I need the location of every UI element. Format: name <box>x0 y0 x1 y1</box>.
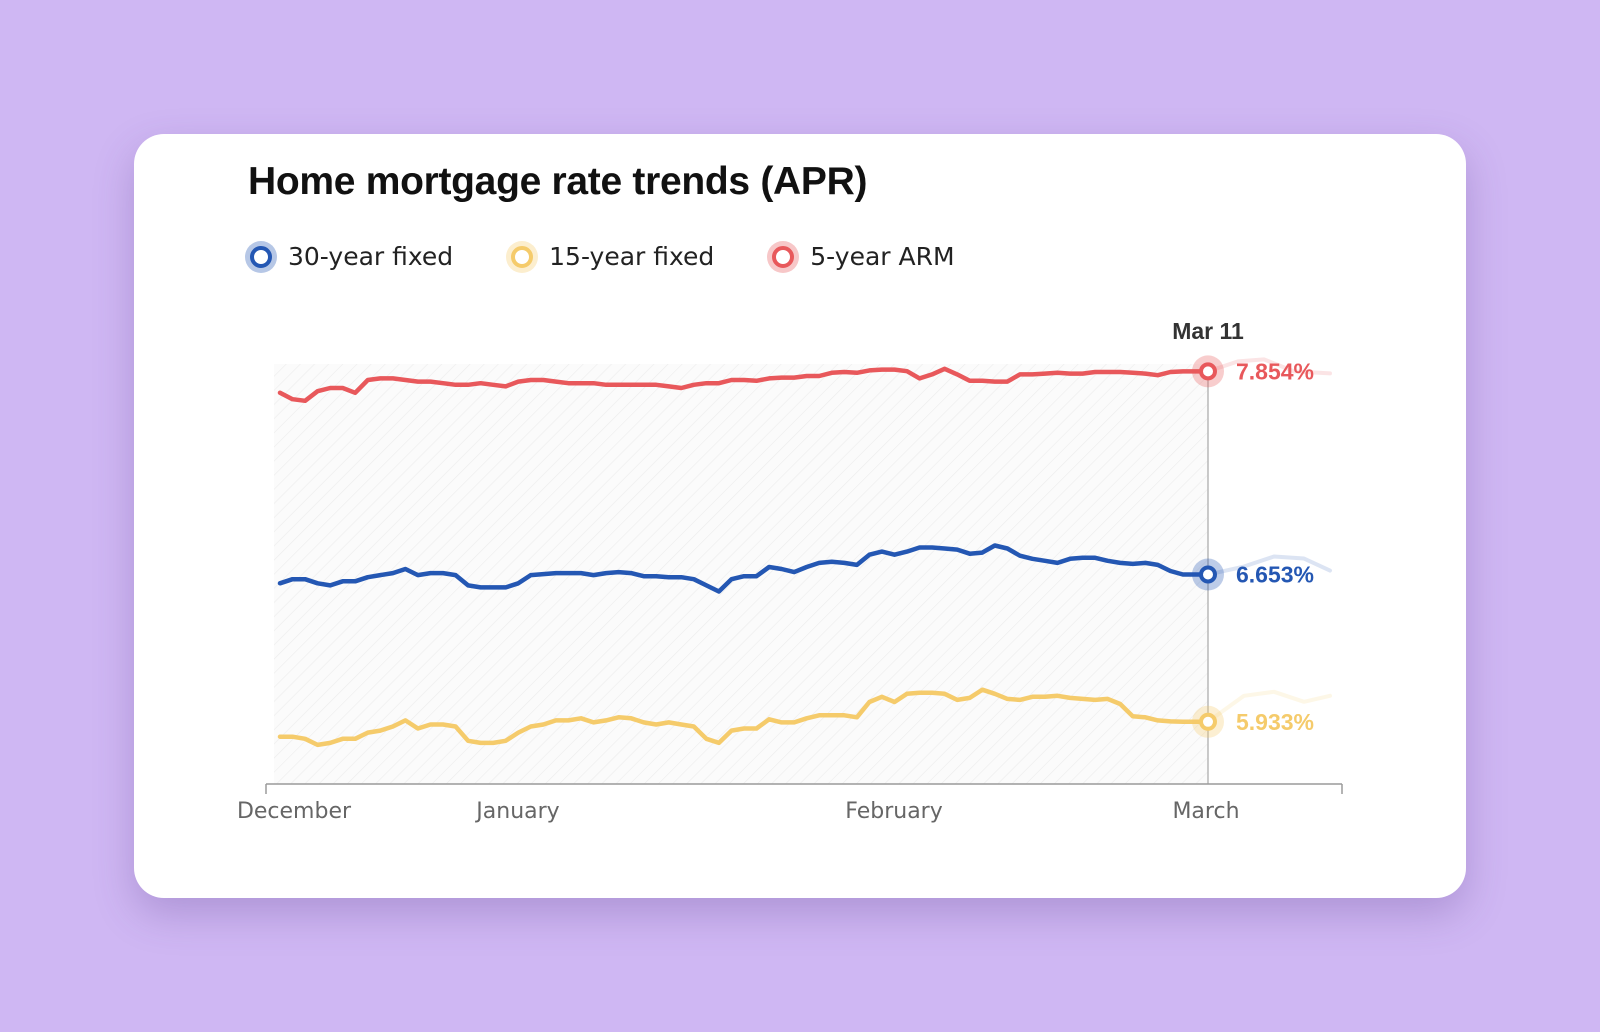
forecast-line-15-year-fixed <box>1206 689 1332 724</box>
legend-item-30-year-fixed[interactable]: 30-year fixed <box>250 242 453 271</box>
legend-label-5-year-arm: 5-year ARM <box>810 242 955 271</box>
series-line-30-year-fixed <box>277 543 1211 594</box>
end-value-label-30-year-fixed: 6.653% <box>1236 562 1314 588</box>
forecast-line-30-year-fixed <box>1206 554 1332 577</box>
x-tick-labels: December January February March <box>237 799 1240 824</box>
end-markers: 6.653% 5.933% 7.854% <box>1192 355 1314 738</box>
legend-dot-15-year-fixed <box>511 245 534 268</box>
chart-title: Home mortgage rate trends (APR) <box>248 160 868 203</box>
legend: 30-year fixed 15-year fixed 5-year ARM <box>250 242 1013 271</box>
highlight-date-label: Mar 11 <box>1172 318 1244 344</box>
x-tick-label-march: March <box>1172 799 1239 824</box>
series-line-5-year-arm <box>277 366 1211 404</box>
legend-label-30-year-fixed: 30-year fixed <box>288 242 454 271</box>
legend-dot-30-year-fixed <box>250 245 272 268</box>
end-marker-30-year-fixed[interactable] <box>1199 565 1217 584</box>
future-forecast-lines <box>1206 357 1332 724</box>
line-chart: Mar 11 December January February March 6.65… <box>237 318 1343 824</box>
end-value-label-5-year-arm: 7.854% <box>1236 358 1314 384</box>
legend-item-5-year-arm[interactable]: 5-year ARM <box>772 242 955 271</box>
legend-item-15-year-fixed[interactable]: 15-year fixed <box>511 242 714 271</box>
x-tick-label-december: December <box>237 799 352 824</box>
forecast-line-5-year-arm <box>1206 357 1332 376</box>
end-marker-15-year-fixed[interactable] <box>1199 712 1217 731</box>
legend-dot-5-year-arm <box>772 245 795 268</box>
x-tick-label-january: January <box>474 799 559 824</box>
x-tick-label-february: February <box>845 799 943 824</box>
legend-label-15-year-fixed: 15-year fixed <box>549 242 715 271</box>
series-lines <box>277 366 1211 748</box>
end-marker-5-year-arm[interactable] <box>1199 362 1217 381</box>
series-line-15-year-fixed <box>277 687 1211 748</box>
chart-card: Home mortgage rate trends (APR) 30-year … <box>134 134 1466 898</box>
end-value-label-15-year-fixed: 5.933% <box>1236 709 1314 735</box>
